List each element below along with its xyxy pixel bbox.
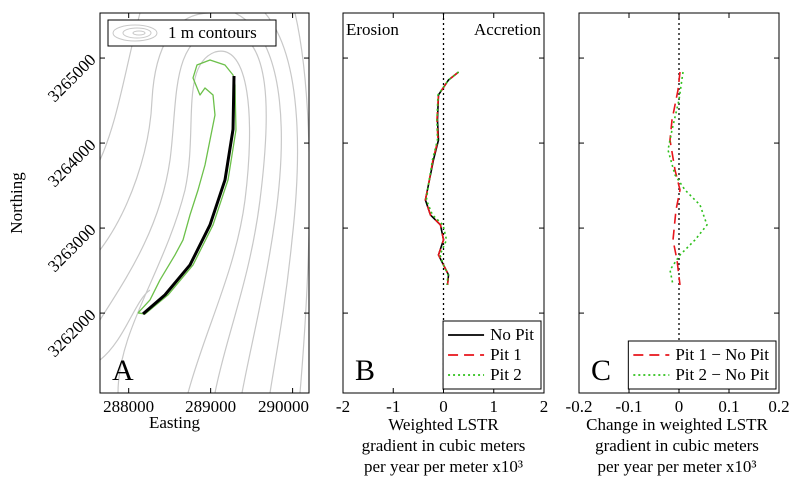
profile-line <box>425 71 460 286</box>
shoreline <box>142 75 236 316</box>
x-tick-label: 290000 <box>258 397 309 416</box>
contour <box>100 29 267 393</box>
panel-label: B <box>355 354 375 387</box>
contour <box>117 50 251 393</box>
x-tick-label: -2 <box>336 397 350 416</box>
contour <box>100 13 211 251</box>
profile-line <box>424 71 460 286</box>
contour <box>100 289 151 361</box>
legend-label: Pit 2 − No Pit <box>675 365 769 384</box>
icon-ring <box>132 30 146 36</box>
panel-label: C <box>591 354 611 387</box>
x-tick-label: 288000 <box>103 397 154 416</box>
legend-box <box>627 340 777 390</box>
legend-label: Pit 2 <box>490 365 522 384</box>
plot-frame <box>99 12 310 394</box>
x-axis-label: per year per meter x10³ <box>364 457 523 476</box>
contour <box>294 13 309 393</box>
legend-box <box>107 19 277 47</box>
y-tick-label: 3262000 <box>44 305 100 361</box>
legend-icon <box>112 24 158 42</box>
x-tick-label: 1 <box>490 397 499 416</box>
x-tick-label: -0.1 <box>616 397 643 416</box>
icon-ring <box>122 27 152 39</box>
x-axis-label: gradient in cubic meters <box>362 436 526 455</box>
x-axis-label: Easting <box>149 413 200 432</box>
x-axis-label: Weighted LSTR <box>388 415 499 434</box>
profile-line <box>669 71 681 286</box>
x-tick-label: -0.2 <box>566 397 593 416</box>
y-tick-label: 3264000 <box>44 135 100 191</box>
legend-label: Pit 1 <box>490 345 522 364</box>
y-tick-label: 3265000 <box>44 50 100 106</box>
legend-label: No Pit <box>490 325 534 344</box>
x-axis-label: gradient in cubic meters <box>595 436 759 455</box>
legend-label: 1 m contours <box>168 23 257 42</box>
legend-label: Pit 1 − No Pit <box>675 345 769 364</box>
x-tick-label: 289000 <box>185 397 236 416</box>
x-tick-label: 0 <box>675 397 684 416</box>
contour <box>234 13 282 393</box>
y-axis-label: Northing <box>7 172 26 234</box>
x-tick-label: 0.1 <box>718 397 739 416</box>
annotation: Accretion <box>474 20 542 39</box>
shoreline <box>137 59 237 315</box>
contour <box>264 13 299 393</box>
panel-label: A <box>112 354 134 387</box>
x-tick-label: -1 <box>386 397 400 416</box>
x-tick-label: 0 <box>439 397 448 416</box>
contour-lines <box>100 13 309 393</box>
x-axis-label: Change in weighted LSTR <box>586 415 768 434</box>
x-tick-label: 0.2 <box>768 397 789 416</box>
annotation: Erosion <box>346 20 399 39</box>
icon-ring <box>112 24 158 42</box>
legend-box <box>442 320 542 390</box>
x-axis-label: per year per meter x10³ <box>598 457 757 476</box>
profile-line <box>667 71 708 286</box>
contour-legend: 1 m contours <box>107 19 277 47</box>
x-tick-label: 2 <box>540 397 549 416</box>
y-tick-label: 3263000 <box>44 220 100 276</box>
